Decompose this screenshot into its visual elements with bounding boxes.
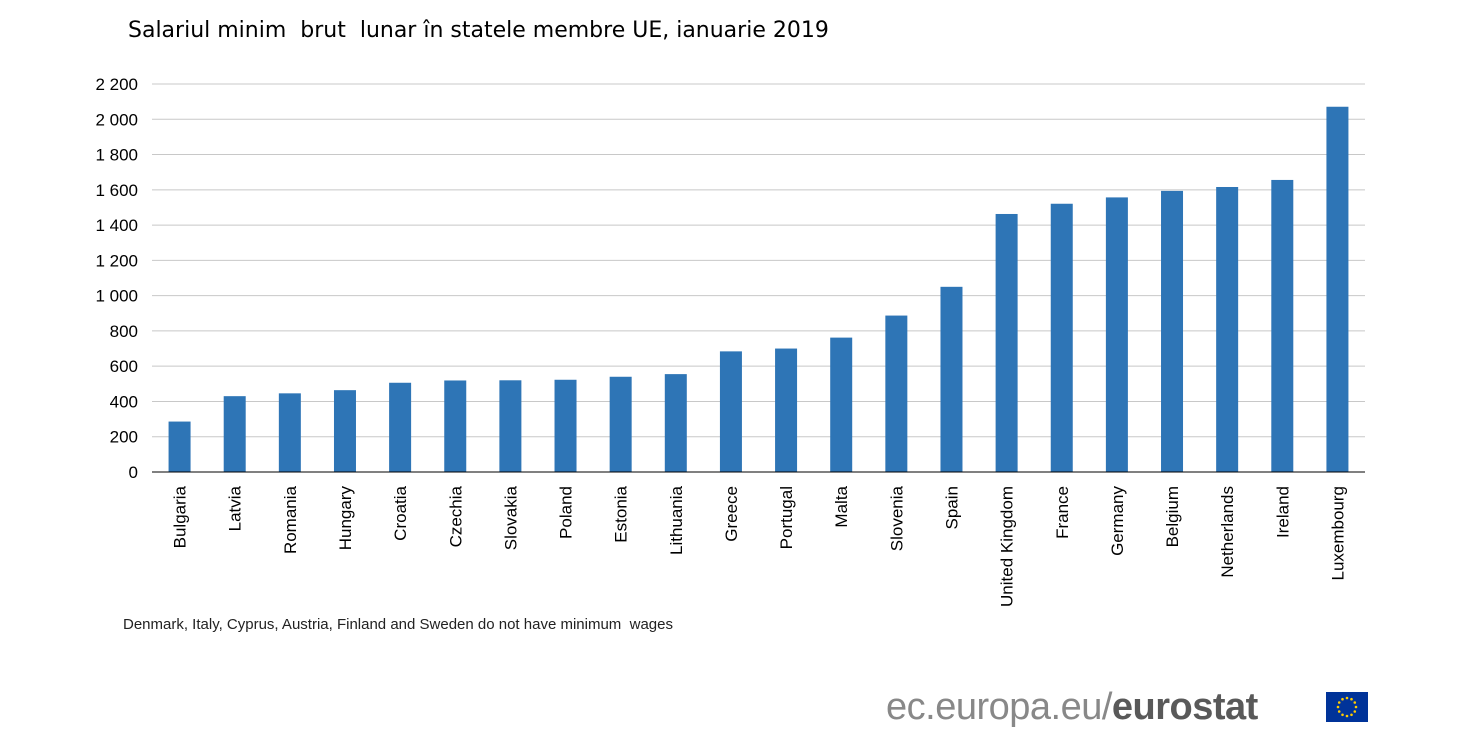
x-tick-label: Ireland [1273, 486, 1292, 538]
x-tick-label: France [1053, 486, 1072, 539]
x-tick-label: Lithuania [667, 485, 686, 555]
brand-suffix: eurostat [1111, 686, 1258, 728]
gridlines [152, 83, 1365, 438]
y-tick-label: 1 000 [95, 287, 138, 306]
flag-star [1345, 696, 1349, 700]
eurostat-brand[interactable]: ec.europa.eu/eurostat [886, 686, 1258, 729]
x-tick-label: Portugal [777, 486, 796, 549]
y-axis-tick-labels: 0 200 400 600 800 1 000 1 200 1 400 1 600 1 800 2 … [95, 75, 138, 482]
bar-belgium [1161, 190, 1184, 473]
x-tick-label: Malta [832, 485, 851, 527]
bar-poland [554, 379, 577, 472]
bar-czechia [444, 380, 467, 472]
bar-united-kingdom [995, 213, 1018, 473]
y-tick-label: 0 [129, 463, 138, 482]
bar-lithuania [664, 374, 687, 472]
flag-star [1336, 705, 1340, 709]
y-tick-label: 1 800 [95, 146, 138, 165]
bar-netherlands [1216, 186, 1239, 472]
x-tick-label: Slovakia [501, 485, 520, 550]
flag-star [1350, 713, 1353, 717]
flag-star [1341, 713, 1344, 717]
y-tick-label: 800 [110, 322, 138, 341]
bar-bulgaria [168, 421, 191, 472]
bar-estonia [609, 376, 632, 472]
bar-croatia [389, 382, 412, 472]
flag-star [1337, 710, 1341, 713]
bar-luxembourg [1326, 106, 1349, 472]
bar-slovakia [499, 380, 522, 472]
x-tick-label: Czechia [446, 485, 465, 547]
x-tick-label: Spain [942, 486, 961, 529]
x-tick-label: Romania [281, 485, 300, 554]
bar-portugal [775, 348, 798, 472]
bar-malta [830, 337, 853, 472]
bar-hungary [333, 390, 356, 472]
x-tick-label: Estonia [612, 485, 631, 542]
y-tick-label: 400 [110, 392, 138, 411]
x-tick-label: Hungary [336, 486, 355, 551]
x-tick-label: Poland [557, 486, 576, 539]
bar-ireland [1271, 179, 1294, 472]
x-tick-label: Luxembourg [1328, 486, 1347, 581]
eu-flag-icon [1326, 692, 1368, 722]
y-tick-label: 1 200 [95, 251, 138, 270]
x-tick-label: Bulgaria [171, 485, 190, 548]
y-tick-label: 1 600 [95, 181, 138, 200]
bar-romania [278, 393, 301, 472]
x-tick-label: United Kingdom [998, 486, 1017, 607]
flag-star [1354, 705, 1358, 709]
bar-latvia [223, 396, 246, 472]
y-tick-label: 200 [110, 428, 138, 447]
flag-star [1350, 697, 1353, 701]
bar-germany [1105, 197, 1128, 472]
y-tick-label: 600 [110, 357, 138, 376]
x-tick-label: Croatia [391, 485, 410, 540]
brand-prefix: ec.europa.eu/ [886, 686, 1112, 728]
y-tick-label: 1 400 [95, 216, 138, 235]
flag-star [1337, 701, 1341, 704]
bar-slovenia [885, 315, 908, 472]
flag-star [1345, 714, 1349, 718]
y-tick-label: 2 000 [95, 110, 138, 129]
flag-star [1353, 701, 1357, 704]
x-tick-label: Latvia [226, 485, 245, 531]
footnote: Denmark, Italy, Cyprus, Austria, Finland… [123, 616, 673, 633]
x-tick-label: Germany [1108, 486, 1127, 556]
x-tick-label: Netherlands [1218, 486, 1237, 578]
chart-title: Salariul minim brut lunar în statele mem… [128, 18, 829, 43]
bars [168, 106, 1349, 473]
y-tick-label: 2 200 [95, 75, 138, 94]
x-axis-tick-labels: Bulgaria Latvia Romania Hungary Croatia Czech… [171, 485, 1348, 607]
x-tick-label: Slovenia [887, 485, 906, 551]
bar-france [1050, 203, 1073, 472]
flag-star [1341, 697, 1344, 701]
bar-spain [940, 286, 963, 472]
flag-star [1353, 710, 1357, 713]
x-tick-label: Greece [722, 486, 741, 542]
bar-greece [719, 351, 742, 472]
x-tick-label: Belgium [1163, 486, 1182, 547]
